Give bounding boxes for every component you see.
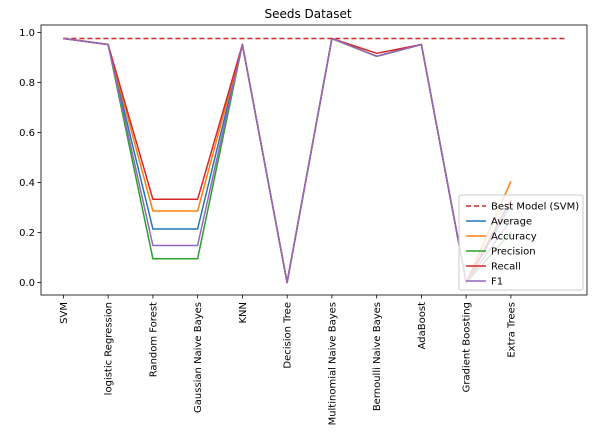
x-tick-label: Gaussian Naive Bayes [193,302,204,413]
y-tick-label: 1.0 [19,28,35,39]
x-tick-label: Extra Trees [506,302,517,358]
x-tick-label: Random Forest [148,302,159,377]
legend-label-accuracy: Accuracy [491,232,537,243]
legend-label-precision: Precision [491,247,536,258]
x-tick-label: Bernoulli Naive Bayes [372,302,383,411]
y-tick-label: 0.0 [19,278,35,289]
legend-label-average: Average [491,217,532,228]
legend-label-recall: Recall [491,262,521,273]
legend-label-best-model: Best Model (SVM) [491,202,579,213]
legend: Best Model (SVM) Average Accuracy Precision… [459,195,583,290]
x-tick-label: SVM [59,302,70,324]
x-tick-label: Multinomial Naive Bayes [327,302,338,425]
y-tick-label: 0.8 [19,78,35,89]
y-tick-label: 0.2 [19,228,35,239]
chart-title: Seeds Dataset [264,7,351,21]
x-tick-label: Decision Tree [283,302,294,369]
legend-label-f1: F1 [491,277,503,288]
x-tick-label: logistic Regression [104,302,115,395]
x-tick-label: AdaBoost [417,302,428,349]
y-tick-label: 0.4 [19,178,35,189]
x-tick-label: KNN [238,302,249,324]
x-tick-label: Gradient Boosting [462,302,473,392]
y-tick-label: 0.6 [19,128,35,139]
